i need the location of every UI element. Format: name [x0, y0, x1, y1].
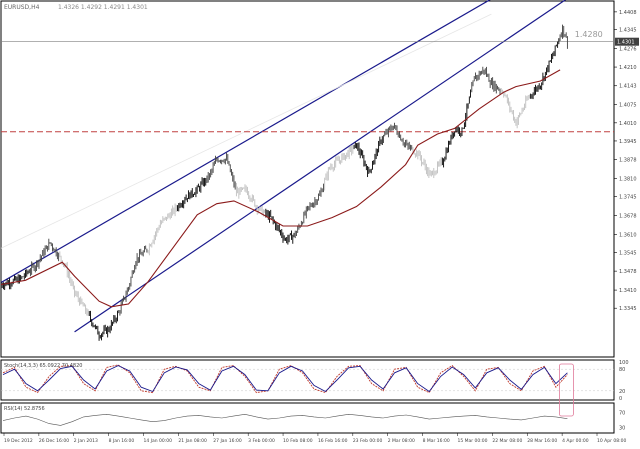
y-tick-label: 1.4075 — [619, 103, 637, 109]
channel-line-2[interactable] — [74, 0, 578, 333]
y-tick-label: 1.3345 — [619, 306, 637, 312]
current-price-marker — [615, 37, 639, 46]
x-tick-label: 21 Jan 08:00 — [178, 438, 207, 444]
price-annotation: 1.4280 — [575, 30, 603, 39]
oscillator-series-2 — [2, 365, 568, 393]
y-tick-label: 1.4010 — [619, 121, 637, 127]
y-tick-label: 1.4276 — [619, 47, 637, 53]
x-tick-label: 10 Apr 08:00 — [597, 438, 626, 444]
y-tick-label: 1.3410 — [619, 288, 637, 294]
candles[interactable] — [0, 24, 568, 341]
y-tick-label: 1.3745 — [619, 195, 637, 201]
x-tick-label: 19 Dec 2012 — [4, 438, 33, 444]
oscillator-tick-label: 100 — [619, 360, 629, 366]
indicator-tick-label: 30 — [619, 425, 625, 431]
x-tick-label: 15 Mar 00:00 — [457, 438, 487, 444]
y-tick-label: 1.4345 — [619, 27, 637, 33]
x-tick-label: 3 Feb 00:00 — [248, 438, 275, 444]
x-tick-label: 8 Mar 16:00 — [423, 438, 450, 444]
x-tick-label: 26 Dec 16:00 — [39, 438, 69, 444]
x-tick-label: 2 Mar 08:00 — [388, 438, 415, 444]
x-tick-label: 2 Jan 2013 — [74, 438, 98, 444]
indicator-panel[interactable]: 70 30 — [2, 410, 625, 431]
y-tick-label: 1.3478 — [619, 269, 637, 275]
oscillator-tick-label: 0 — [619, 396, 622, 402]
y-tick-label: 1.3878 — [619, 158, 637, 164]
x-tick-label: 28 Mar 16:00 — [527, 438, 557, 444]
ohlc-readout: 1.4326 1.4292 1.4291 1.4301 — [58, 4, 148, 11]
y-tick-label: 1.4143 — [619, 84, 637, 90]
current-price-label: 1.4301 — [617, 40, 635, 46]
y-tick-label: 1.3678 — [619, 213, 637, 219]
indicator-tick-label: 70 — [619, 410, 625, 416]
price-panel-frame — [0, 0, 615, 358]
highlight-box — [559, 363, 574, 417]
channel-line-1[interactable] — [0, 0, 504, 284]
y-tick-label: 1.4408 — [619, 10, 637, 16]
oscillator-panel-frame — [0, 359, 615, 401]
y-tick-label: 1.3545 — [619, 250, 637, 256]
indicator-label: RSI(14) 52.8756 — [4, 406, 45, 412]
x-tick-label: 8 Jan 16:00 — [109, 438, 135, 444]
symbol-title: EURUSD,H4 — [4, 4, 40, 11]
oscillator-label: Stoch(14,3,3) 65.0922 70.4820 — [4, 363, 82, 369]
moving-average-line[interactable] — [0, 69, 561, 308]
price-panel[interactable]: 1.4280 — [0, 0, 614, 341]
x-tick-label: 10 Feb 08:00 — [283, 438, 313, 444]
x-tick-label: 16 Feb 16:00 — [318, 438, 348, 444]
y-tick-label: 1.3610 — [619, 232, 637, 238]
y-tick-label: 1.3945 — [619, 139, 637, 145]
faint-trend-line — [0, 13, 492, 249]
oscillator-tick-label: 80 — [619, 367, 625, 373]
price-axis: 1.44801.44081.43451.42761.42101.41431.40… — [614, 10, 639, 312]
time-axis: 19 Dec 2012 26 Dec 16:00 2 Jan 2013 8 Jan 1… — [3, 433, 626, 444]
y-tick-label: 1.4210 — [619, 65, 637, 71]
indicator-series — [2, 413, 568, 426]
oscillator-tick-label: 20 — [619, 389, 625, 395]
indicator-panel-frame — [0, 402, 615, 434]
oscillator-series-1 — [2, 364, 568, 394]
x-tick-label: 27 Jan 16:00 — [213, 438, 242, 444]
x-tick-label: 22 Mar 08:00 — [492, 438, 522, 444]
x-tick-label: 4 Apr 00:00 — [562, 438, 589, 444]
y-tick-label: 1.3810 — [619, 177, 637, 183]
x-tick-label: 23 Feb 00:00 — [353, 438, 383, 444]
x-tick-label: 14 Jan 00:00 — [144, 438, 173, 444]
